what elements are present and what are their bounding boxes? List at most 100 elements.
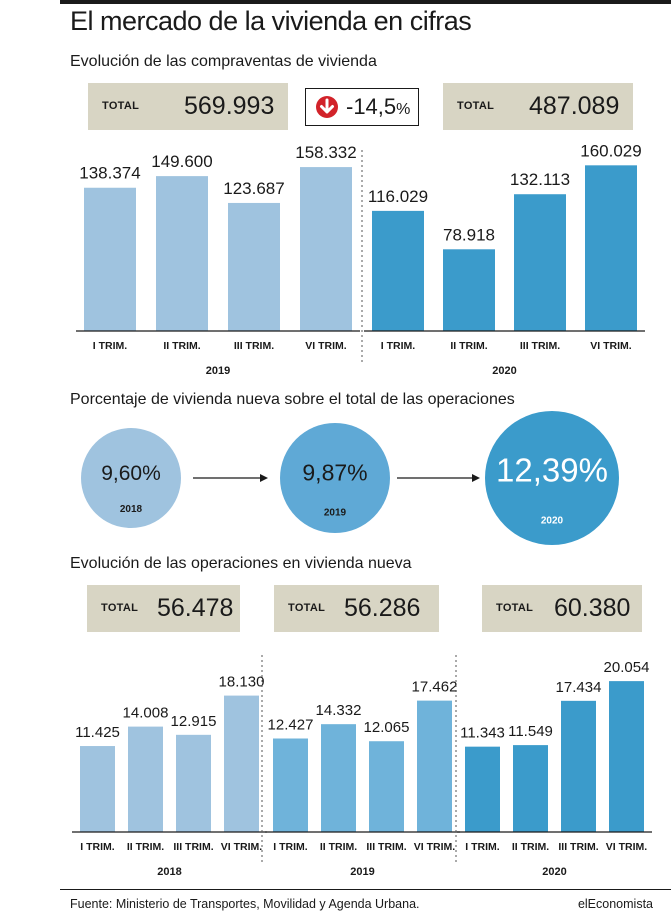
footer-rule — [60, 889, 671, 890]
bar-2019-1 — [84, 187, 136, 331]
category-tick-label: I TRIM. — [381, 340, 415, 352]
bar-2020-1 — [372, 210, 424, 331]
total-label: TOTAL — [102, 100, 140, 112]
bar-2018-2 — [128, 726, 163, 832]
category-tick-label: VI TRIM. — [590, 340, 631, 352]
bar-value-label: 17.462 — [412, 679, 458, 696]
category-tick-label: III TRIM. — [558, 841, 598, 853]
vivienda-nueva-bar-chart: 11.425 I TRIM. 14.008 II TRIM. 12.915 III TRI… — [72, 655, 652, 878]
year-label: 2019 — [350, 866, 374, 878]
year-label: 2019 — [206, 365, 230, 377]
bar-2020-4 — [585, 165, 637, 331]
change-badge: -14,5% — [305, 88, 419, 126]
bar-2019-1 — [273, 738, 308, 832]
bar-2020-4 — [609, 681, 644, 832]
brand-label: elEconomista — [577, 897, 653, 911]
category-tick-label: III TRIM. — [173, 841, 213, 853]
bar-value-label: 78.918 — [443, 225, 495, 244]
bar-value-label: 11.549 — [508, 723, 553, 740]
total-value: 569.993 — [184, 92, 275, 120]
bubble-value-label: 9,87% — [302, 459, 367, 485]
compraventas-bar-chart: 138.374 I TRIM. 149.600 II TRIM. 123.687 III … — [76, 141, 645, 377]
category-tick-label: II TRIM. — [450, 340, 487, 352]
bubble-2019 — [280, 423, 390, 533]
category-tick-label: III TRIM. — [366, 841, 406, 853]
bar-value-label: 138.374 — [79, 164, 140, 183]
category-tick-label: VI TRIM. — [305, 340, 346, 352]
category-tick-label: II TRIM. — [163, 340, 200, 352]
total-value: 60.380 — [554, 594, 631, 622]
bar-value-label: 17.434 — [556, 679, 602, 696]
bar-value-label: 14.008 — [123, 705, 169, 722]
bar-2019-3 — [369, 741, 404, 832]
bar-2020-3 — [514, 194, 566, 331]
bar-value-label: 11.343 — [460, 725, 505, 742]
bubble-value-label: 12,39% — [496, 451, 608, 488]
year-label: 2018 — [157, 866, 181, 878]
down-arrow-icon — [316, 96, 338, 118]
bar-2019-2 — [321, 724, 356, 832]
bubble-2018 — [81, 428, 181, 528]
category-tick-label: VI TRIM. — [606, 841, 647, 853]
total-value: 487.089 — [529, 92, 620, 120]
bar-value-label: 18.130 — [219, 674, 265, 691]
bar-value-label: 12.427 — [268, 717, 314, 734]
page-title: El mercado de la vivienda en cifras — [70, 6, 472, 36]
bar-2020-2 — [513, 745, 548, 832]
section-title-vivienda-nueva: Evolución de las operaciones en vivienda… — [70, 555, 412, 572]
source-note: Fuente: Ministerio de Transportes, Movil… — [70, 897, 420, 911]
total-box-2018: TOTAL 56.478 — [87, 585, 240, 632]
bar-2019-4 — [417, 700, 452, 832]
total-label: TOTAL — [457, 100, 495, 112]
total-label: TOTAL — [496, 602, 534, 614]
arrow-right-icon — [472, 474, 480, 482]
year-label: 2020 — [492, 365, 516, 377]
total-box-2019-nueva: TOTAL 56.286 — [274, 585, 439, 632]
section-title-compraventas: Evolución de las compraventas de viviend… — [70, 53, 377, 70]
section-title-porcentaje: Porcentaje de vivienda nueva sobre el to… — [70, 391, 515, 408]
bar-value-label: 158.332 — [295, 143, 356, 162]
category-tick-label: II TRIM. — [127, 841, 164, 853]
bar-2018-3 — [176, 734, 211, 832]
total-value: 56.286 — [344, 594, 421, 622]
change-number: -14,5 — [346, 94, 397, 119]
change-value: -14,5% — [346, 94, 410, 120]
bubble-year-label: 2019 — [324, 507, 347, 518]
total-box-2020-nueva: TOTAL 60.380 — [482, 585, 642, 632]
bar-value-label: 160.029 — [580, 141, 641, 160]
bar-value-label: 116.029 — [368, 187, 428, 206]
year-label: 2020 — [542, 866, 566, 878]
category-tick-label: I TRIM. — [465, 841, 499, 853]
bar-value-label: 11.425 — [75, 724, 120, 741]
bar-2018-1 — [80, 746, 115, 832]
top-rule — [60, 0, 671, 4]
category-tick-label: VI TRIM. — [221, 841, 262, 853]
category-tick-label: I TRIM. — [80, 841, 114, 853]
bar-2019-2 — [156, 176, 208, 331]
total-box-2019: TOTAL 569.993 — [88, 83, 288, 130]
category-tick-label: I TRIM. — [273, 841, 307, 853]
bubble-2020 — [485, 411, 619, 545]
category-tick-label: VI TRIM. — [414, 841, 455, 853]
category-tick-label: II TRIM. — [320, 841, 357, 853]
bar-value-label: 14.332 — [316, 702, 362, 719]
bubble-year-label: 2020 — [541, 516, 564, 527]
total-label: TOTAL — [288, 602, 326, 614]
bar-2020-2 — [443, 249, 495, 331]
total-label: TOTAL — [101, 602, 139, 614]
bar-value-label: 20.054 — [604, 659, 650, 676]
bar-value-label: 12.915 — [171, 713, 217, 730]
total-value: 56.478 — [157, 594, 234, 622]
change-unit: % — [396, 101, 411, 118]
total-box-2020: TOTAL 487.089 — [443, 83, 633, 130]
bar-2019-3 — [228, 202, 280, 331]
category-tick-label: I TRIM. — [93, 340, 127, 352]
bar-2018-4 — [224, 695, 259, 832]
bar-value-label: 149.600 — [151, 152, 212, 171]
category-tick-label: III TRIM. — [234, 340, 274, 352]
bar-value-label: 12.065 — [364, 719, 410, 736]
bar-value-label: 132.113 — [510, 170, 570, 189]
category-tick-label: III TRIM. — [520, 340, 560, 352]
bar-2019-4 — [300, 167, 352, 331]
porcentaje-bubble-chart: 9,60% 2018 9,87% 2019 12,39% 2020 — [81, 411, 619, 545]
